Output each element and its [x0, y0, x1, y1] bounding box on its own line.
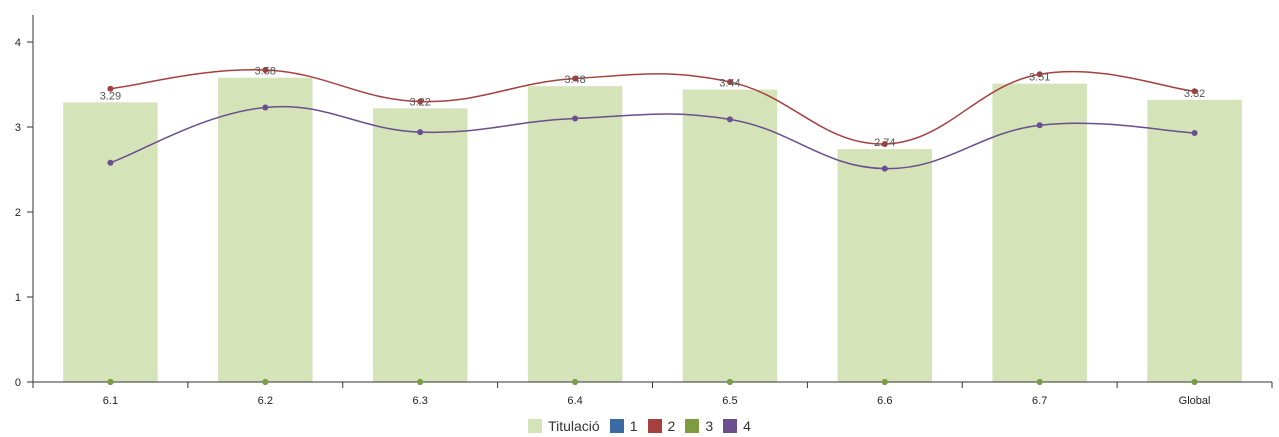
- point-series-4-Global: [1191, 129, 1198, 136]
- legend-item-2[interactable]: 2: [647, 418, 676, 434]
- bar-6.2: [218, 77, 313, 382]
- data-label-6.4: 3.48: [564, 74, 585, 86]
- point-series-2-6.1: [107, 85, 114, 92]
- legend-label: 2: [667, 418, 676, 434]
- data-label-6.2: 3.58: [255, 66, 276, 78]
- x-tick-label: 6.6: [877, 395, 892, 407]
- x-tick-label: 6.1: [103, 395, 118, 407]
- x-tick-label: 6.3: [413, 395, 428, 407]
- point-series-2-6.6: [881, 141, 888, 147]
- x-tick-label: Global: [1179, 395, 1211, 407]
- legend: Titulació 1 2 3 4: [0, 418, 1279, 434]
- data-label-6.1: 3.29: [100, 90, 121, 102]
- legend-item-3[interactable]: 3: [685, 418, 713, 434]
- x-tick-label: 6.4: [567, 395, 582, 407]
- bar-series-titulacio: [63, 77, 1242, 383]
- point-series-4-6.3: [417, 129, 424, 136]
- bar-6.5: [682, 89, 778, 382]
- legend-item-4[interactable]: 4: [723, 418, 751, 434]
- point-series-3-6.2: [262, 379, 269, 385]
- point-series-3-Global: [1191, 379, 1198, 385]
- point-series-2-6.7: [1036, 71, 1043, 78]
- y-tick-label: 0: [15, 377, 21, 389]
- bar-Global: [1147, 99, 1242, 383]
- line-series-4: [110, 105, 1195, 170]
- legend-swatch: [609, 419, 624, 433]
- legend-item-Titulació[interactable]: Titulació: [528, 418, 600, 434]
- line-series: [107, 67, 1198, 385]
- point-series-3-6.4: [572, 379, 579, 385]
- legend-label: Titulació: [548, 418, 600, 434]
- legend-swatch: [528, 419, 543, 433]
- chart: 0 1 2 3 4 6.1 6.2 6.3 6.4 6.5 6.6 6.7 Global 3.29 3.5…: [15, 15, 1273, 407]
- point-series-2-Global: [1191, 88, 1198, 95]
- y-tick-label: 1: [15, 292, 21, 304]
- x-tick-label: 6.2: [258, 395, 273, 407]
- point-series-4-6.6: [881, 165, 888, 172]
- line-series-2: [110, 69, 1195, 145]
- legend-swatch: [723, 419, 738, 433]
- legend-label: 3: [705, 418, 714, 434]
- point-series-2-6.3: [417, 98, 424, 105]
- y-tick-label: 2: [15, 207, 21, 219]
- data-labels: 3.29 3.58 3.22 3.48 3.44 2.74 3.51 3.32: [100, 66, 1206, 149]
- point-series-2-6.2: [262, 67, 269, 74]
- point-series-3-6.5: [726, 379, 733, 385]
- axes: 0 1 2 3 4 6.1 6.2 6.3 6.4 6.5 6.6 6.7 Global: [15, 15, 1273, 407]
- point-series-3-6.6: [881, 379, 888, 385]
- bar-6.4: [527, 86, 623, 382]
- point-series-4-6.5: [726, 116, 733, 123]
- x-tick-label: 6.5: [722, 395, 737, 407]
- bar-6.3: [372, 108, 468, 383]
- legend-swatch: [685, 419, 700, 433]
- data-label-Global: 3.32: [1184, 88, 1205, 100]
- point-series-2-6.5: [726, 78, 733, 85]
- legend-item-1[interactable]: 1: [609, 418, 638, 434]
- data-label-6.7: 3.51: [1029, 72, 1050, 84]
- y-tick-label: 4: [15, 37, 21, 49]
- legend-label: 4: [743, 418, 751, 434]
- legend-swatch: [647, 419, 662, 433]
- data-label-6.3: 3.22: [409, 96, 430, 108]
- point-series-3-6.3: [417, 379, 424, 385]
- point-series-3-6.1: [107, 379, 114, 385]
- point-series-4-6.1: [107, 159, 114, 166]
- bar-6.6: [837, 149, 933, 382]
- point-series-4-6.4: [572, 115, 579, 122]
- data-label-6.6: 2.74: [874, 137, 895, 149]
- legend-label: 1: [629, 418, 638, 434]
- point-series-4-6.7: [1036, 122, 1043, 129]
- x-tick-label: 6.7: [1032, 395, 1047, 407]
- data-label-6.5: 3.44: [719, 78, 740, 90]
- point-series-3-6.7: [1036, 379, 1043, 385]
- point-series-2-6.4: [572, 75, 579, 82]
- y-tick-label: 3: [15, 122, 21, 134]
- bar-6.7: [992, 83, 1087, 383]
- bar-6.1: [63, 102, 158, 382]
- point-series-4-6.2: [262, 104, 269, 111]
